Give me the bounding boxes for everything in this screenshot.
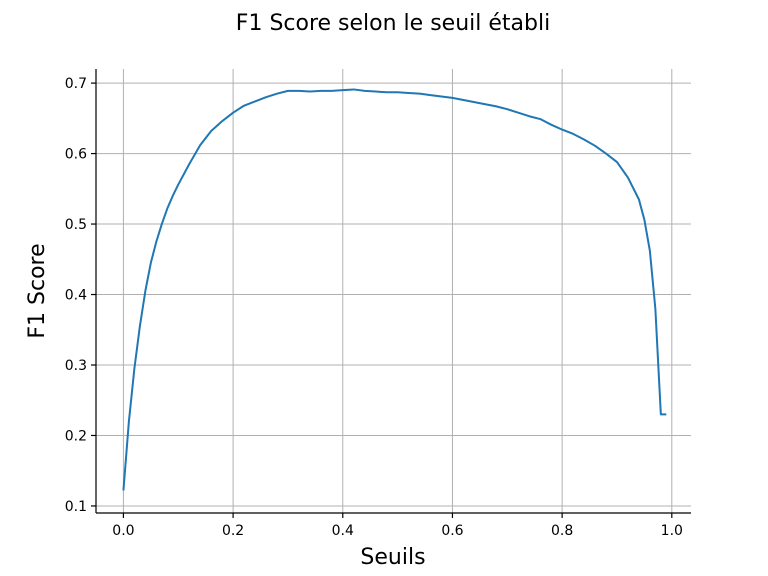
series-layer [122,88,667,491]
y-tick-label-6: 0.7 [65,76,87,92]
x-tick-label-1: 0.2 [222,523,244,539]
series-line-0 [122,88,667,491]
y-tick-label-2: 0.3 [65,358,87,374]
grid [96,69,691,513]
x-tick-label-4: 0.8 [551,523,573,539]
x-axis-title: Seuils [360,545,425,570]
axes-spines [95,69,691,514]
y-tick-label-3: 0.4 [65,288,87,304]
x-tick-label-0: 0.0 [112,523,134,539]
y-tick-label-0: 0.1 [65,499,87,515]
x-tick-label-2: 0.4 [332,523,354,539]
x-tick-label-3: 0.6 [441,523,463,539]
ticks: 0.0 0.2 0.4 0.6 0.8 1.0 0.1 0.2 0.3 0.4 0.5 0.6 0.7 [65,76,683,539]
x-tick-label-5: 1.0 [661,523,683,539]
y-tick-label-1: 0.2 [65,428,87,444]
y-axis-title: F1 Score [25,243,50,338]
y-tick-label-4: 0.5 [65,217,87,233]
y-tick-label-5: 0.6 [65,147,87,163]
chart-title: F1 Score selon le seuil établi [236,11,550,36]
